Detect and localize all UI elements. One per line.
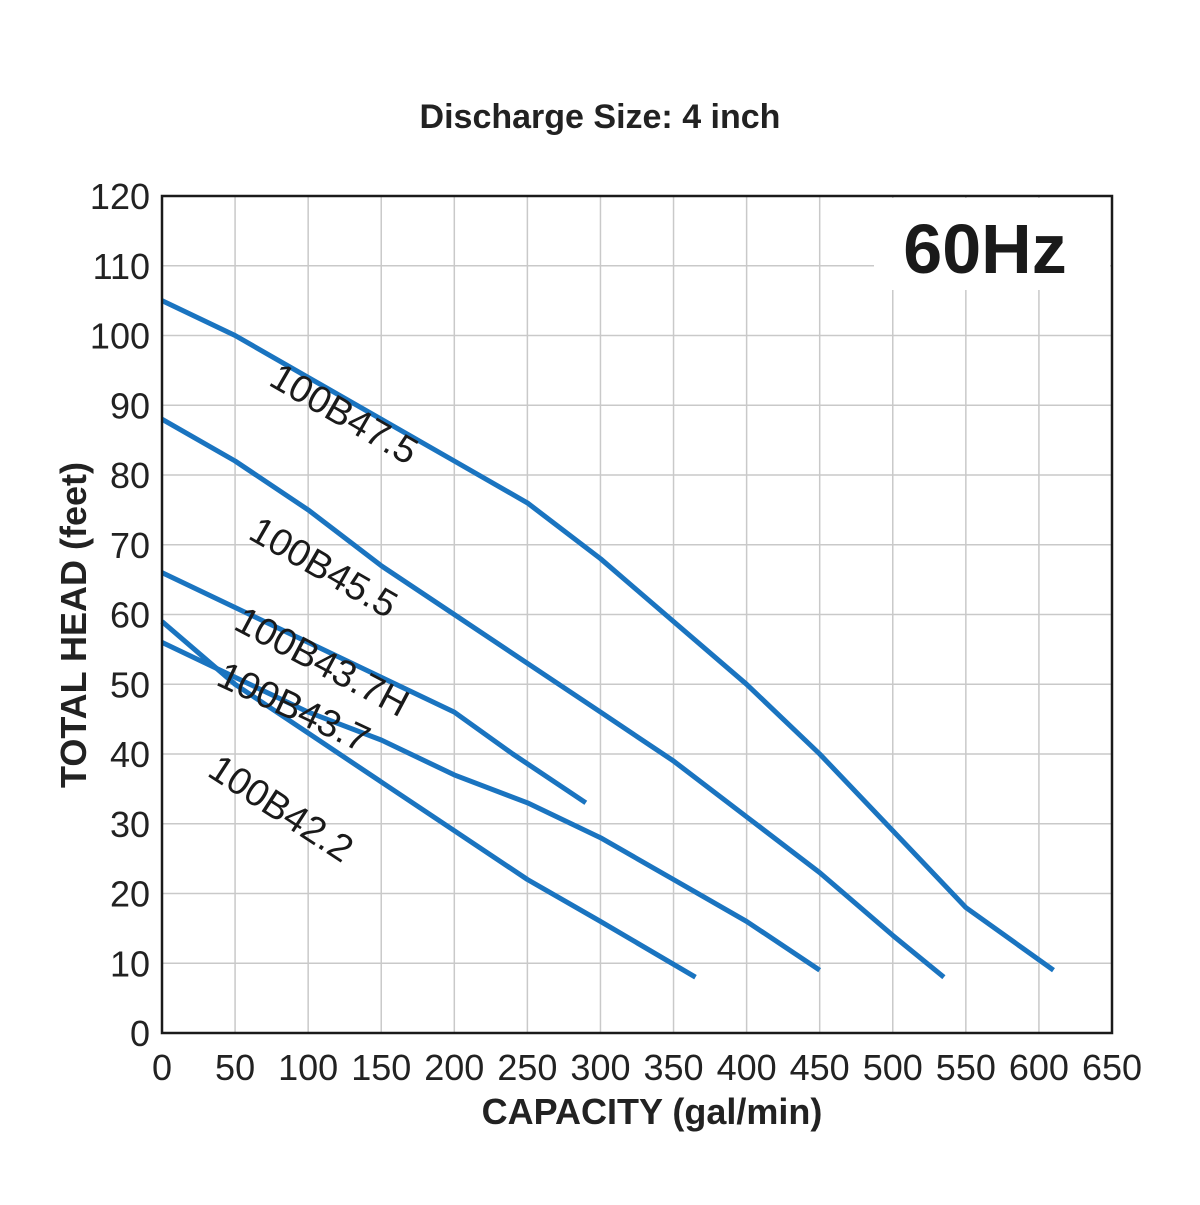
series-line-100b45-5 (160, 417, 946, 980)
y-tick-label: 100 (90, 316, 150, 357)
x-tick-label: 250 (497, 1047, 557, 1088)
x-tick-label: 0 (152, 1047, 172, 1088)
series-line-100b43-7 (160, 640, 822, 973)
badge-background (874, 198, 1110, 290)
y-tick-label: 0 (130, 1013, 150, 1054)
x-tick-label: 200 (424, 1047, 484, 1088)
series-label: 100B47.5 (263, 356, 425, 474)
frequency-badge: 60Hz (903, 210, 1066, 288)
y-tick-label: 30 (110, 804, 150, 845)
y-tick-label: 80 (110, 455, 150, 496)
x-tick-label: 300 (570, 1047, 630, 1088)
y-axis-label: TOTAL HEAD (feet) (53, 462, 94, 788)
x-tick-label: 400 (717, 1047, 777, 1088)
x-tick-label: 350 (643, 1047, 703, 1088)
axes-layer: 0 10 20 30 40 50 60 70 80 90 100 110 120 0 50 100 150 200… (53, 176, 1142, 1132)
plot-frame (160, 194, 1114, 1035)
series-line-100b43-7h (160, 570, 588, 805)
x-axis-label: CAPACITY (gal/min) (482, 1091, 823, 1132)
x-tick-label: 550 (936, 1047, 996, 1088)
y-tick-label: 70 (110, 525, 150, 566)
series-line-100b47-5 (160, 298, 1055, 973)
y-tick-label: 20 (110, 874, 150, 915)
series-label: 100B42.2 (201, 747, 360, 871)
y-tick-label: 40 (110, 734, 150, 775)
badge-layer: 60Hz (874, 198, 1110, 290)
y-tick-label: 110 (93, 246, 150, 287)
x-tick-label: 600 (1009, 1047, 1069, 1088)
series-layer (160, 298, 1055, 980)
chart-title: Discharge Size: 4 inch (419, 98, 781, 136)
x-tick-label: 650 (1082, 1047, 1142, 1088)
x-tick-label: 150 (351, 1047, 411, 1088)
x-tick-label: 450 (790, 1047, 850, 1088)
y-tick-label: 10 (110, 943, 150, 984)
y-tick-label: 120 (90, 176, 150, 217)
series-line-100b42-2 (160, 619, 697, 980)
y-tick-label: 90 (110, 385, 150, 426)
x-tick-label: 50 (215, 1047, 255, 1088)
y-tick-label: 50 (110, 664, 150, 705)
y-tick-label: 60 (110, 595, 150, 636)
x-tick-label: 100 (278, 1047, 338, 1088)
x-tick-label: 500 (863, 1047, 923, 1088)
